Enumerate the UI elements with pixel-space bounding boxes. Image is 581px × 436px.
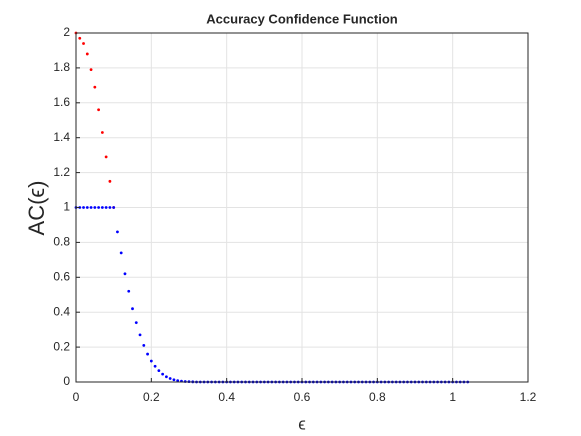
y-tick-label: 1.8	[53, 60, 70, 74]
y-tick-label: 0.6	[53, 269, 70, 283]
point	[85, 206, 89, 209]
point	[82, 42, 85, 45]
x-tick-label: 0.8	[369, 390, 386, 404]
x-tick-label: 1.2	[520, 390, 537, 404]
point	[93, 206, 97, 209]
point	[112, 206, 116, 209]
point	[104, 155, 108, 159]
point	[153, 364, 157, 368]
point	[142, 343, 146, 347]
x-axis-label: ϵ	[298, 414, 306, 433]
point	[176, 379, 180, 383]
point	[131, 307, 134, 311]
point	[97, 206, 100, 209]
point	[97, 108, 100, 112]
point	[108, 179, 112, 183]
y-tick-label: 0.8	[53, 235, 70, 249]
y-tick-label: 1.6	[53, 95, 70, 109]
x-tick-label: 0.6	[294, 390, 311, 404]
point	[119, 251, 123, 255]
point	[165, 375, 168, 379]
point	[157, 369, 161, 373]
point	[172, 378, 176, 382]
point	[134, 321, 138, 325]
x-tick-label: 1	[449, 390, 456, 404]
point	[168, 377, 172, 380]
x-tick-label: 0	[73, 390, 80, 404]
chart-title: Accuracy Confidence Function	[206, 11, 397, 26]
point	[100, 131, 104, 134]
point	[85, 52, 89, 56]
point	[89, 68, 93, 72]
y-tick-label: 0.4	[53, 304, 70, 318]
point	[104, 206, 108, 209]
point	[89, 206, 93, 209]
point	[100, 206, 104, 209]
point	[93, 85, 97, 89]
point	[138, 333, 142, 337]
y-tick-label: 0	[63, 374, 70, 388]
point	[161, 372, 165, 376]
point	[116, 230, 119, 234]
y-axis-label: AC(ϵ)	[24, 181, 49, 236]
point	[149, 359, 153, 363]
point	[108, 206, 112, 209]
x-tick-label: 0.2	[143, 390, 160, 404]
point	[127, 289, 131, 293]
point	[146, 352, 149, 356]
y-tick-label: 2	[63, 25, 70, 39]
y-tick-label: 0.2	[53, 339, 70, 353]
y-tick-label: 1.2	[53, 165, 70, 179]
x-tick-label: 0.4	[218, 390, 235, 404]
point	[82, 206, 85, 209]
y-tick-label: 1	[63, 200, 70, 214]
y-tick-label: 1.4	[53, 130, 70, 144]
point	[123, 272, 127, 276]
point	[78, 36, 82, 40]
